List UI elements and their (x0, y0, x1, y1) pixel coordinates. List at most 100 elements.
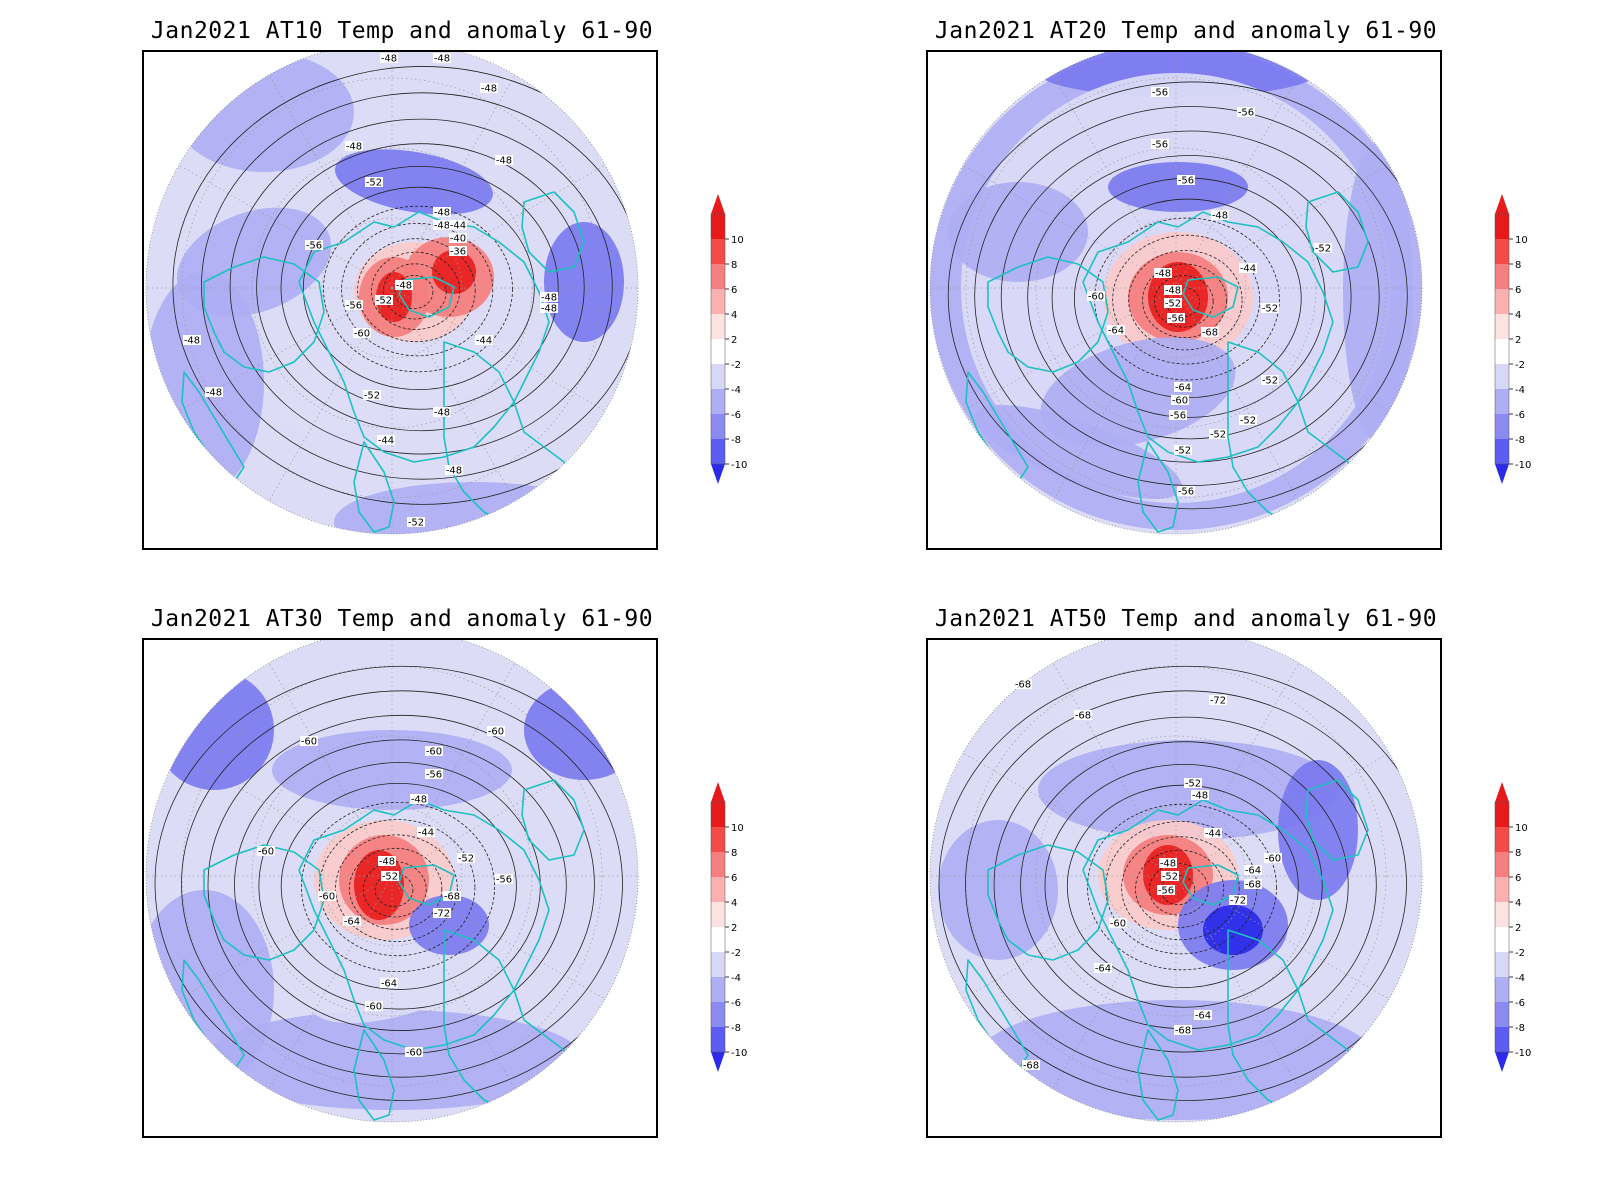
meridian-line (178, 164, 393, 289)
panel-title: Jan2021 AT50 Temp and anomaly 61-90 (934, 606, 1438, 632)
latitude-circle (1105, 805, 1247, 947)
meridian-line (391, 164, 606, 289)
contour-label: -56 (1178, 176, 1194, 187)
anomaly-patch (948, 182, 1088, 282)
contour-label: -44 (378, 436, 394, 447)
colorbar-label: -8 (731, 435, 741, 446)
meridian-line (268, 875, 393, 1090)
contour-label: -48 (1165, 286, 1181, 297)
contour-label-bg (1209, 429, 1227, 439)
contour-label-bg (1177, 175, 1195, 185)
map-boundary (929, 640, 1423, 1123)
colorbar-label: 4 (1515, 310, 1521, 321)
meridian-line (391, 662, 516, 877)
anomaly-patch (1203, 905, 1263, 955)
colorbar-segment (1495, 439, 1509, 464)
colorbar-label: -2 (731, 948, 741, 959)
contour-line (181, 690, 623, 1078)
colorbar-segment (1495, 877, 1509, 902)
polar-map: -56 -56 -56 -56 -48 -52 -48 -44 -48 -52 -56 -60 -64 -… (926, 50, 1442, 550)
contour-label-bg (365, 177, 383, 187)
colorbar-svg: 10 8 6 4 2 -2 -4 -6 -8 -10 (1494, 194, 1531, 484)
map-svg: -48 -48-48-48-48-52-48-56-48 -44-40-36-48-… (145, 52, 639, 535)
anomaly-colorbar: 10 8 6 4 2 -2 -4 -6 -8 -10 (1491, 782, 1561, 1072)
contour-line (947, 81, 1422, 510)
colorbar-segment (711, 414, 725, 439)
contour-label-bg (495, 155, 513, 165)
colorbar-label: -4 (731, 385, 741, 396)
anomaly-patch (976, 1000, 1376, 1120)
contour-label-bg (343, 916, 361, 926)
meridian-line (962, 164, 1177, 289)
contour-label: -60 (1172, 396, 1188, 407)
contour-line (229, 118, 613, 455)
colorbar-label: 4 (1515, 898, 1521, 909)
colorbar-segment (711, 977, 725, 1002)
contour-label-bg (433, 207, 451, 217)
panel-title: Jan2021 AT10 Temp and anomaly 61-90 (150, 18, 654, 44)
colorbar-segment (711, 264, 725, 289)
colorbar-label: 8 (1515, 260, 1521, 271)
contour-label-bg (375, 295, 393, 305)
colorbar-segment (1495, 314, 1509, 339)
contour-label: -68 (1175, 1026, 1191, 1037)
colorbar-outline (1494, 801, 1510, 1053)
colorbar-label: -4 (1515, 385, 1525, 396)
contour-label: -72 (1230, 896, 1246, 907)
panel-title: Jan2021 AT20 Temp and anomaly 61-90 (934, 18, 1438, 44)
contour-line (154, 665, 638, 1101)
latitude-circle (321, 217, 463, 359)
contour-label-bg (380, 978, 398, 988)
coastline (1305, 191, 1369, 273)
contour-line (1142, 263, 1228, 338)
contour-label-bg (1164, 298, 1182, 308)
colorbar-arrow-bottom (711, 464, 725, 484)
contour-label: -64 (1108, 326, 1124, 337)
contour-label-bg (1161, 871, 1179, 881)
colorbar-segment (711, 902, 725, 927)
contour-label: -52 (1210, 430, 1226, 441)
contour-label-bg (381, 871, 399, 881)
contour-label-bg (1014, 679, 1032, 689)
contour-label: -60 (406, 1048, 422, 1059)
meridian-line (1052, 74, 1177, 289)
anomaly-patch (1108, 162, 1248, 212)
coastline (181, 371, 245, 483)
contour-label: -48 (379, 857, 395, 868)
map-svg: -68-68-72-52-48-44-60-48-52-56-64-68-72-… (929, 640, 1423, 1123)
contour-label: -56 (1152, 140, 1168, 151)
latitude-circle (321, 805, 463, 947)
colorbar-label: 8 (1515, 848, 1521, 859)
map-svg: -60 -60 -60 -56 -48 -44 -60 -48 -52 -52 -56 -60 -68 -… (145, 640, 639, 1123)
map-boundary (145, 52, 639, 535)
contour-label: -56 (1178, 487, 1194, 498)
panel-at20: Jan2021 AT20 Temp and anomaly 61-90 -56 -… (926, 18, 1600, 598)
contour-label: -48 (434, 221, 450, 232)
meridian-line (391, 875, 516, 1090)
anomaly-patch (204, 1010, 584, 1110)
contour-label-bg (1237, 107, 1255, 117)
contour-label: -40 (450, 234, 466, 245)
contour-label: -52 (458, 854, 474, 865)
contour-line (302, 186, 535, 390)
contour-label-bg (1211, 210, 1229, 220)
colorbar-label: -4 (731, 973, 741, 984)
contour-label: -52 (1240, 416, 1256, 427)
contour-line (280, 782, 517, 990)
colorbar-segment (1495, 852, 1509, 877)
coastline (353, 1029, 395, 1121)
contour-label: -52 (1262, 304, 1278, 315)
contour-line (1128, 250, 1243, 351)
contour-label: -52 (1175, 446, 1191, 457)
contour-line (256, 143, 585, 432)
contour-label-bg (433, 908, 451, 918)
contour-label: -60 (1265, 854, 1281, 865)
contour-label: -48 (411, 795, 427, 806)
colorbar-segment (1495, 264, 1509, 289)
colorbar-label: -8 (731, 1023, 741, 1034)
contour-label: -48 (381, 54, 397, 65)
colorbar-label: 6 (1515, 873, 1521, 884)
coastline (1305, 779, 1369, 861)
contour-label: -48 (481, 84, 497, 95)
colorbar-segment (1495, 927, 1509, 952)
